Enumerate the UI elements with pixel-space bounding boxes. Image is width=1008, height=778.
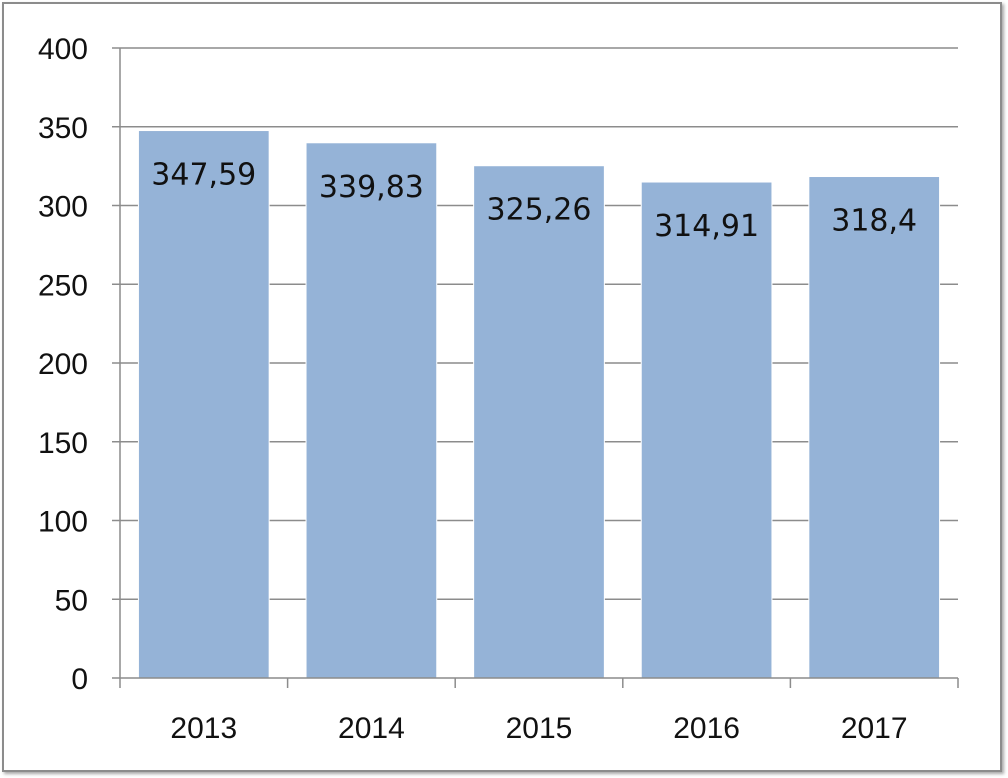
y-tick-label: 350	[38, 112, 88, 145]
x-tick-label: 2013	[170, 712, 237, 745]
y-tick-label: 50	[55, 584, 88, 617]
data-label: 325,26	[487, 193, 592, 228]
x-tick-label: 2017	[841, 712, 908, 745]
bar-2015	[473, 165, 605, 679]
bar-2017	[808, 176, 941, 679]
bar-2013	[137, 130, 270, 679]
data-label: 318,4	[831, 204, 917, 239]
y-tick-label: 0	[71, 663, 88, 696]
y-tick-label: 200	[38, 348, 88, 381]
x-tick-label: 2015	[506, 712, 573, 745]
bar-2016	[640, 181, 773, 679]
y-tick-label: 250	[38, 269, 88, 302]
x-tick-label: 2014	[338, 712, 405, 745]
y-tick-label: 100	[38, 506, 88, 539]
x-tick-label: 2016	[673, 712, 740, 745]
data-label: 314,91	[654, 209, 759, 244]
bar-2014	[305, 142, 438, 679]
y-tick-label: 300	[38, 191, 88, 224]
y-tick-label: 150	[38, 427, 88, 460]
data-label: 339,83	[319, 170, 424, 205]
data-label: 347,59	[151, 158, 256, 193]
y-tick-label: 400	[38, 33, 88, 66]
